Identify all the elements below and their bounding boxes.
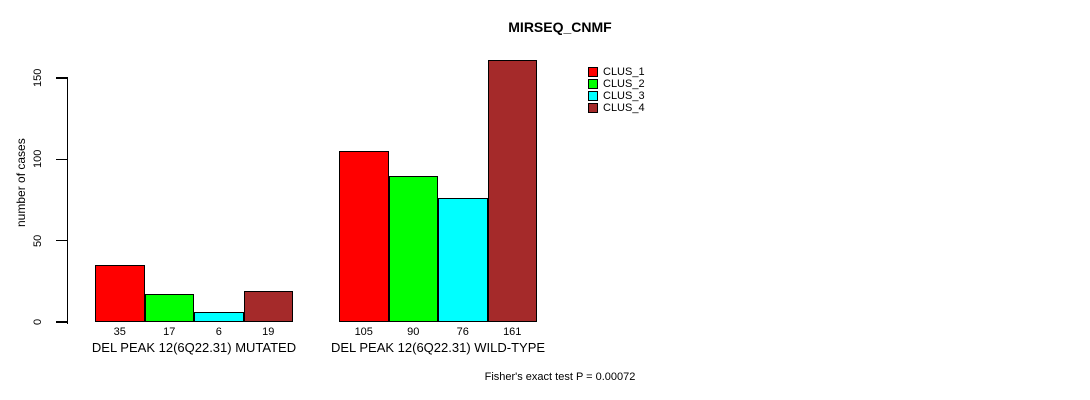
group-label: DEL PEAK 12(6Q22.31) WILD-TYPE [330,340,546,355]
bar-clus-1-group1 [95,265,145,322]
y-tick-label: 100 [32,150,44,169]
legend-label: CLUS_2 [603,78,645,90]
y-axis-tick [56,158,68,161]
y-axis-tick [56,239,68,242]
bar-clus-4-group1 [243,291,293,322]
legend-label: CLUS_3 [603,90,645,102]
legend-swatch-icon [588,67,598,77]
chart-title: MIRSEQ_CNMF [508,19,612,35]
legend-label: CLUS_4 [603,102,645,114]
legend-label: CLUS_1 [603,66,645,78]
y-tick-label: 50 [32,234,44,247]
bar-value-label: 17 [163,326,176,338]
bar-clus-2-group2 [388,175,438,322]
legend-swatch-icon [588,79,598,89]
bar-value-label: 161 [503,326,522,338]
group-label: DEL PEAK 12(6Q22.31) MUTATED [91,340,297,355]
annotation-fisher-test: Fisher's exact test P = 0.00072 [484,371,636,383]
bar-clus-3-group2 [438,198,488,322]
legend-item: CLUS_1 [588,66,645,78]
bar-clus-3-group1 [194,312,244,322]
bar-clus-4-group2 [487,60,537,322]
legend-swatch-icon [588,91,598,101]
bar-value-label: 90 [407,326,420,338]
bar-value-label: 35 [113,326,126,338]
y-tick-label: 150 [32,68,44,88]
legend-item: CLUS_3 [588,90,645,102]
bar-clus-1-group2 [339,151,389,322]
legend-item: CLUS_4 [588,102,645,114]
legend-item: CLUS_2 [588,78,645,90]
bar-value-label: 76 [456,326,469,338]
legend: CLUS_1 CLUS_2 CLUS_3 CLUS_4 [588,66,645,114]
y-axis-label: number of cases [14,138,28,228]
legend-swatch-icon [588,103,598,113]
bar-value-label: 105 [354,326,373,338]
y-axis-line [66,78,68,324]
bar-value-label: 19 [262,326,275,338]
bar-value-label: 6 [215,326,222,338]
y-axis-tick [56,321,68,323]
bar-clus-2-group1 [144,294,194,322]
y-axis-tick [56,77,68,79]
